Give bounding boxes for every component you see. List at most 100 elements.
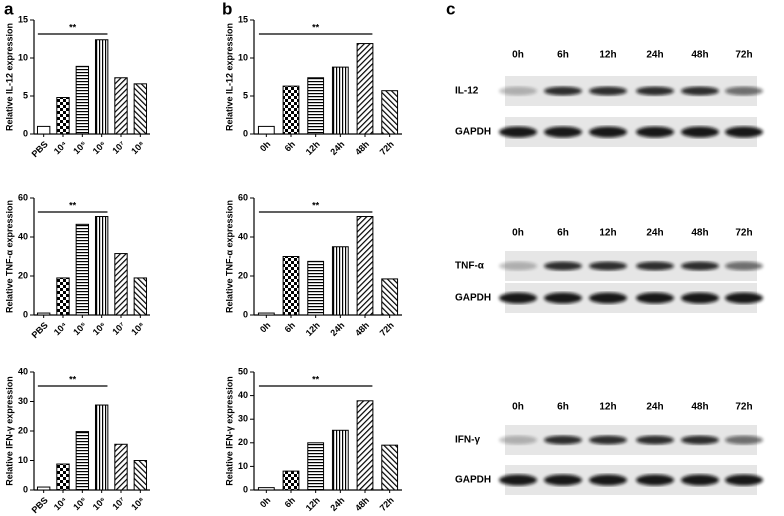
x-tick-label: 10⁵	[71, 495, 88, 512]
blot-band	[499, 261, 537, 271]
y-tick-label: 40	[18, 231, 28, 241]
x-tick-label: 6h	[283, 495, 298, 510]
lane-label: 12h	[599, 50, 616, 61]
y-tick-label: 60	[18, 192, 28, 202]
blot-band	[681, 435, 719, 445]
bar	[356, 216, 374, 316]
y-tick-label: 30	[18, 396, 28, 406]
lane-label: 48h	[691, 228, 708, 239]
x-tick-label: 6h	[283, 320, 298, 335]
x-tick-label: 10⁵	[71, 139, 88, 156]
bar	[133, 460, 148, 491]
bar	[307, 260, 325, 316]
x-tick-label: 6h	[283, 139, 298, 154]
x-tick-label: 72h	[378, 495, 396, 513]
x-tick-label: 10⁶	[91, 139, 108, 156]
row-label: IFN-γ	[455, 435, 480, 446]
x-tick-label: 12h	[304, 495, 322, 513]
x-tick-label: 48h	[353, 495, 371, 513]
significance-label: **	[69, 22, 77, 32]
x-tick-label: 48h	[353, 139, 371, 157]
blot-strip	[505, 117, 757, 147]
x-tick-label: 0h	[258, 320, 273, 335]
y-tick-label: 10	[238, 52, 248, 62]
blot-band	[681, 292, 719, 304]
bar	[75, 65, 90, 135]
x-tick-label: 24h	[328, 139, 346, 157]
blot-band	[636, 292, 674, 304]
lane-label: 6h	[557, 402, 569, 413]
blot-band	[636, 435, 674, 445]
x-tick-label: 72h	[378, 320, 396, 338]
y-tick-label: 50	[238, 366, 248, 376]
y-tick-label: 15	[238, 14, 248, 24]
lane-label: 72h	[735, 402, 752, 413]
bar	[282, 85, 300, 135]
bar	[257, 312, 275, 316]
significance-label: **	[69, 200, 77, 210]
y-tick-label: 0	[23, 309, 28, 319]
lane-label: 0h	[512, 228, 524, 239]
row-label: GAPDH	[455, 127, 491, 138]
lane-label: 72h	[735, 228, 752, 239]
x-tick-label: PBS	[30, 495, 50, 515]
blot-band	[499, 474, 537, 486]
lane-label: 6h	[557, 228, 569, 239]
blot-band	[636, 86, 674, 96]
lane-label: 0h	[512, 402, 524, 413]
blot-band	[725, 474, 763, 486]
blot-strip	[505, 425, 757, 455]
bar	[114, 443, 128, 491]
blot-band	[544, 435, 582, 445]
bar	[133, 83, 148, 135]
x-tick-label: 0h	[258, 139, 273, 154]
y-tick-label: 60	[238, 192, 248, 202]
x-tick-label: 10⁵	[71, 320, 88, 337]
bar	[36, 486, 51, 491]
x-tick-label: 10⁸	[129, 495, 146, 512]
bar	[56, 97, 70, 135]
bar	[133, 277, 148, 316]
lane-label: 12h	[599, 402, 616, 413]
blot-band	[589, 126, 627, 138]
blot-band	[544, 126, 582, 138]
x-tick-label: 10⁴	[52, 320, 69, 337]
y-tick-label: 5	[243, 90, 248, 100]
bar	[257, 125, 275, 135]
blot-band	[681, 261, 719, 271]
row-label: IL-12	[455, 86, 479, 97]
y-tick-label: 10	[18, 52, 28, 62]
x-tick-label: 12h	[304, 139, 322, 157]
bar	[381, 444, 399, 491]
bar	[75, 431, 90, 491]
lane-label: 24h	[646, 228, 663, 239]
x-tick-label: PBS	[30, 139, 50, 159]
bar	[356, 43, 374, 135]
y-tick-label: 5	[23, 90, 28, 100]
blot-band	[725, 435, 763, 445]
y-tick-label: 40	[18, 366, 28, 376]
y-tick-label: 15	[18, 14, 28, 24]
bar	[307, 442, 325, 491]
blot-band	[544, 261, 582, 271]
bar	[94, 404, 109, 491]
bar	[331, 66, 349, 135]
blot-band	[636, 261, 674, 271]
blot-band	[589, 435, 627, 445]
y-tick-label: 0	[23, 484, 28, 494]
x-tick-label: 12h	[304, 320, 322, 338]
y-axis-label: Relative TNF-α expression	[224, 200, 234, 313]
bar	[94, 216, 109, 316]
bar	[36, 312, 51, 316]
panel-label: b	[222, 0, 232, 18]
significance-label: **	[312, 22, 320, 32]
blot-band	[499, 126, 537, 138]
y-axis-label: Relative IFN-γ expression	[4, 376, 14, 486]
bar	[282, 470, 300, 491]
bar	[114, 77, 128, 135]
lane-label: 12h	[599, 228, 616, 239]
bar	[114, 253, 128, 316]
bar	[56, 277, 70, 316]
y-tick-label: 40	[238, 390, 248, 400]
y-tick-label: 0	[243, 484, 248, 494]
